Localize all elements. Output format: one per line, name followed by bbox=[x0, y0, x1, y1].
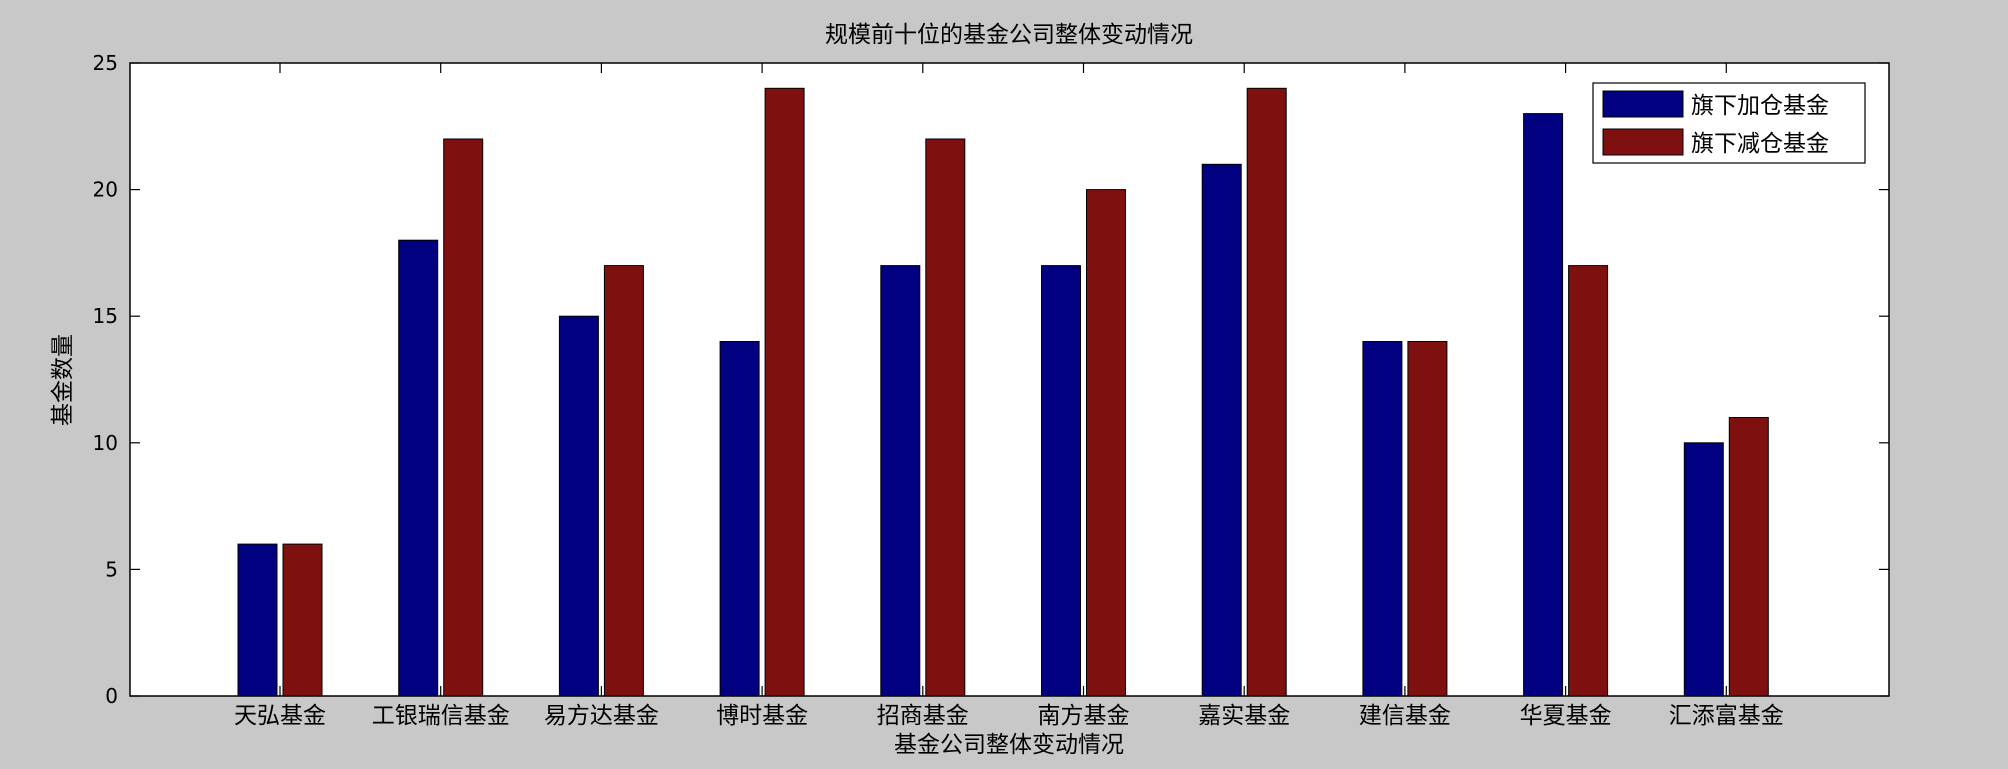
y-tick-label-4: 20 bbox=[93, 178, 118, 202]
bar-add-1 bbox=[398, 239, 439, 697]
bar-reduce-2 bbox=[603, 265, 644, 697]
y-tick-label-3: 15 bbox=[93, 304, 118, 328]
x-tick-label-8: 华夏基金 bbox=[1520, 703, 1612, 729]
bar-add-7 bbox=[1362, 341, 1403, 697]
y-tick-label-1: 5 bbox=[105, 557, 118, 581]
bar-reduce-9 bbox=[1728, 417, 1769, 697]
y-tick-label-2: 10 bbox=[93, 431, 118, 455]
bar-reduce-4 bbox=[925, 138, 966, 697]
x-tick-label-7: 建信基金 bbox=[1359, 703, 1451, 729]
legend-swatch-reduce bbox=[1602, 128, 1684, 156]
chart-title: 规模前十位的基金公司整体变动情况 bbox=[825, 22, 1193, 48]
bar-add-0 bbox=[237, 543, 278, 697]
bar-reduce-7 bbox=[1407, 341, 1448, 697]
y-tick-label-5: 25 bbox=[93, 51, 118, 75]
bar-reduce-8 bbox=[1568, 265, 1609, 697]
y-tick-label-0: 0 bbox=[105, 684, 118, 708]
x-tick-label-2: 易方达基金 bbox=[544, 703, 659, 729]
bar-reduce-0 bbox=[282, 543, 323, 697]
legend-label-add: 旗下加仓基金 bbox=[1691, 93, 1829, 119]
bar-reduce-3 bbox=[764, 87, 805, 697]
bar-add-8 bbox=[1523, 113, 1564, 697]
x-tick-label-0: 天弘基金 bbox=[234, 703, 326, 729]
bar-reduce-1 bbox=[443, 138, 484, 697]
bar-reduce-6 bbox=[1246, 87, 1287, 697]
x-tick-label-4: 招商基金 bbox=[877, 703, 969, 729]
bar-add-6 bbox=[1201, 163, 1242, 697]
legend: 旗下加仓基金 旗下减仓基金 bbox=[1592, 82, 1866, 164]
bar-add-9 bbox=[1683, 442, 1724, 697]
legend-label-reduce: 旗下减仓基金 bbox=[1691, 131, 1829, 157]
x-axis-label: 基金公司整体变动情况 bbox=[894, 732, 1124, 758]
x-tick-label-1: 工银瑞信基金 bbox=[372, 703, 510, 729]
y-axis-label: 基金数量 bbox=[50, 334, 76, 426]
bars-layer bbox=[237, 87, 1769, 697]
bar-add-4 bbox=[880, 265, 921, 697]
bar-add-5 bbox=[1041, 265, 1081, 697]
ticks-layer: 0 5 10 15 20 25 天弘基金 工银瑞信基金 易方达基金 博时基金 招商基金 南方基金 嘉实基… bbox=[93, 51, 1889, 729]
x-tick-label-6: 嘉实基金 bbox=[1198, 703, 1290, 729]
bar-add-3 bbox=[719, 341, 760, 697]
legend-swatch-add bbox=[1602, 90, 1684, 118]
x-tick-label-9: 汇添富基金 bbox=[1669, 703, 1784, 729]
x-tick-label-3: 博时基金 bbox=[716, 703, 808, 729]
bar-reduce-5 bbox=[1086, 189, 1126, 697]
x-tick-label-5: 南方基金 bbox=[1038, 703, 1130, 729]
bar-add-2 bbox=[558, 315, 599, 697]
